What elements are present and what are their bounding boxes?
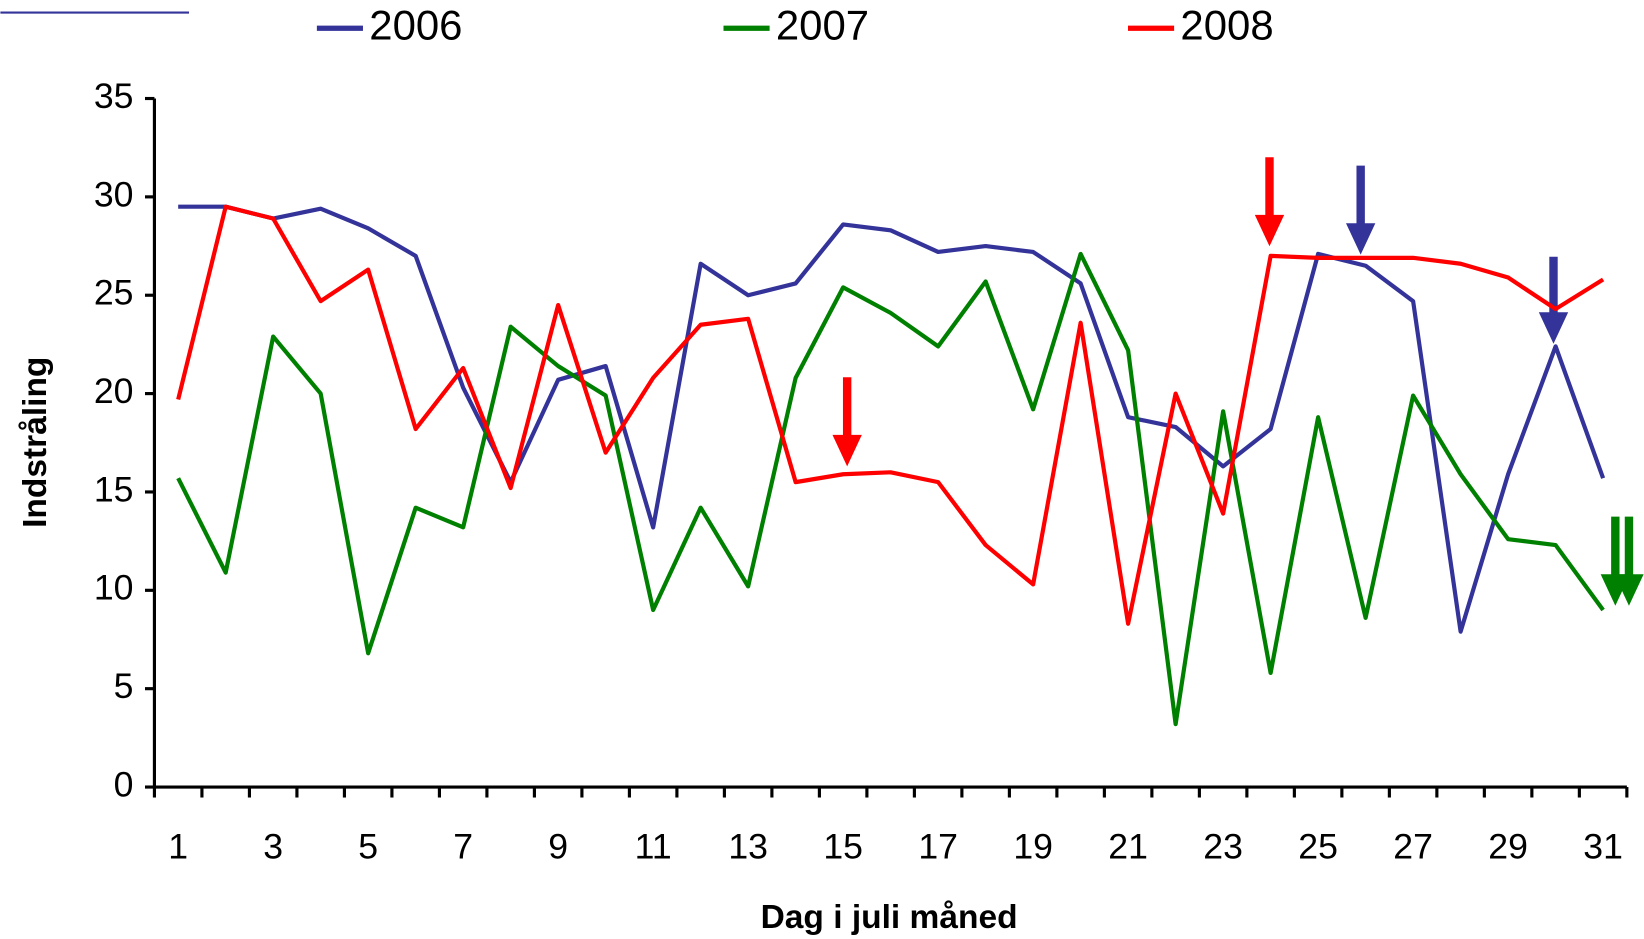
y-tick-label: 10 (94, 568, 134, 608)
x-tick-label: 21 (1108, 826, 1148, 866)
y-tick-label: 15 (94, 469, 134, 509)
arrow (832, 377, 862, 467)
y-tick-label: 25 (94, 273, 134, 313)
legend-label: 2006 (369, 1, 462, 48)
x-tick-label: 1 (168, 826, 188, 866)
legend-label: 2008 (1180, 1, 1273, 48)
legend-label: 2007 (776, 1, 869, 48)
x-tick-label: 17 (918, 826, 958, 866)
x-tick-label: 13 (728, 826, 768, 866)
y-tick-label: 20 (94, 371, 134, 411)
x-tick-label: 11 (635, 826, 672, 866)
x-tick-label: 23 (1203, 826, 1243, 866)
x-tick-label: 27 (1393, 826, 1433, 866)
x-tick-label: 25 (1298, 826, 1338, 866)
x-tick-label: 19 (1013, 826, 1053, 866)
y-tick-label: 30 (94, 174, 134, 214)
y-tick-label: 35 (94, 76, 134, 116)
x-tick-label: 3 (263, 826, 283, 866)
x-tick-label: 9 (548, 826, 568, 866)
arrow (1345, 165, 1376, 255)
series-line (176, 251, 1605, 727)
x-tick-label: 7 (453, 826, 473, 866)
series-line (178, 204, 1606, 634)
arrow (1254, 157, 1285, 247)
x-tick-label: 29 (1488, 826, 1528, 866)
x-tick-label: 31 (1583, 826, 1623, 866)
y-tick-label: 0 (114, 764, 134, 804)
series-line (176, 204, 1605, 626)
x-tick-label: 15 (823, 826, 863, 866)
x-axis-title: Dag i juli måned (761, 899, 1018, 936)
y-axis-title: Indstråling (17, 357, 54, 528)
annotation-arrows (832, 157, 1644, 606)
arrow (1614, 516, 1644, 606)
y-tick-label: 5 (114, 666, 134, 706)
arrow (1538, 256, 1569, 344)
x-tick-label: 5 (358, 826, 378, 866)
